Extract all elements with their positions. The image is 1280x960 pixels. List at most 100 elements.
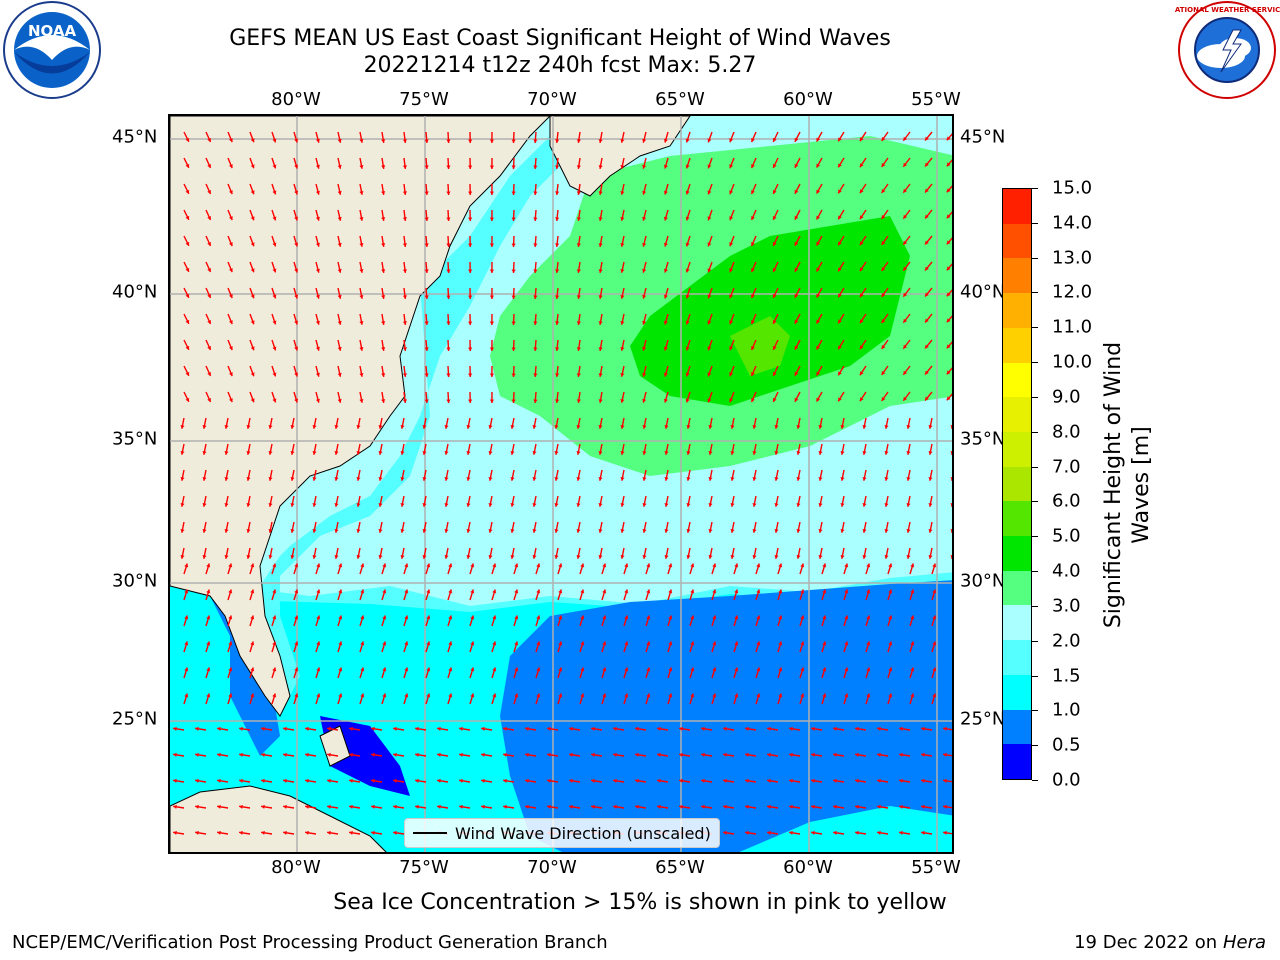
wave-arrow-head <box>620 503 625 507</box>
wave-arrow-head <box>794 371 799 376</box>
wave-arrow-head <box>202 451 207 455</box>
wave-arrow-head <box>881 396 886 401</box>
band-gulf-0.5-1m <box>170 586 280 756</box>
wave-arrow-head <box>866 667 871 672</box>
wave-arrow-head <box>422 451 427 455</box>
wave-arrow-head <box>928 425 933 429</box>
wave-arrow-head <box>446 373 451 377</box>
wave-arrow-head <box>903 344 908 349</box>
wave-arrow-head <box>554 477 559 481</box>
wave-arrow-head <box>576 373 581 377</box>
wave-arrow-head <box>283 778 287 783</box>
wave-arrow-head <box>685 268 690 273</box>
wave-arrow-head <box>794 267 799 272</box>
wave-arrow-head <box>642 398 647 403</box>
wave-arrow-head <box>424 347 429 351</box>
wave-arrow-head <box>903 318 908 323</box>
wave-arrow-head <box>466 425 471 429</box>
wave-arrow-head <box>624 563 629 568</box>
wave-arrow-head <box>337 242 342 247</box>
wave-arrow-head <box>855 804 859 809</box>
wave-arrow-head <box>334 451 339 455</box>
wave-arrow-head <box>261 726 265 731</box>
wave-arrow-head <box>734 615 739 620</box>
colorbar-tick-label: 8.0 <box>1052 421 1081 443</box>
wave-arrow-head <box>906 425 911 429</box>
wave-arrow-head <box>424 165 429 169</box>
wave-arrow-head <box>598 347 603 351</box>
wave-arrow-head <box>881 162 886 167</box>
wave-arrow-head <box>663 190 668 195</box>
wave-arrow-head <box>624 641 629 646</box>
wave-arrow-head <box>646 641 651 646</box>
wave-arrow-head <box>663 216 668 221</box>
colorbar-segment <box>1003 674 1031 710</box>
colorbar-tick-mark <box>1032 431 1038 433</box>
wave-arrow-head <box>360 693 365 698</box>
wave-arrow-head <box>246 503 251 507</box>
wave-arrow-head <box>906 477 911 481</box>
wave-arrow-head <box>881 318 886 323</box>
wave-arrow-head <box>470 615 475 620</box>
wave-arrow-head <box>707 190 712 195</box>
wave-arrow-head <box>305 830 309 835</box>
wave-arrow-head <box>580 615 585 620</box>
wave-arrow-head <box>180 425 185 429</box>
wave-arrow-head <box>444 503 449 507</box>
wave-arrow-head <box>184 667 189 672</box>
wave-arrow-head <box>642 138 647 143</box>
wave-arrow-head <box>946 214 951 219</box>
wave-arrow-head <box>489 347 494 351</box>
wave-arrow-head <box>448 589 453 594</box>
wave-arrow-head <box>207 268 212 273</box>
wave-arrow-head <box>712 589 717 594</box>
wave-arrow-head <box>928 503 933 507</box>
wave-arrow-head <box>635 726 639 731</box>
wave-arrow-head <box>620 451 625 455</box>
wave-arrow-head <box>272 190 277 195</box>
wave-arrow-head <box>338 693 343 698</box>
wave-arrow-head <box>794 293 799 298</box>
wave-arrow-head <box>424 373 429 377</box>
wave-arrow-head <box>862 425 867 429</box>
wave-arrow-head <box>598 321 603 325</box>
wave-arrow-head <box>862 477 867 481</box>
wave-arrow <box>951 476 952 481</box>
wave-arrow-head <box>598 295 603 299</box>
wave-arrow-head <box>360 589 365 594</box>
wave-arrow-head <box>772 189 777 194</box>
wave-arrow-head <box>470 589 475 594</box>
wave-arrow-head <box>426 615 431 620</box>
wave-arrow-head <box>202 555 207 559</box>
wave-arrow-head <box>576 165 581 169</box>
colorbar-tick-label: 13.0 <box>1052 247 1093 269</box>
wave-arrow-head <box>772 215 777 220</box>
wave-arrow-head <box>767 752 771 757</box>
wave-arrow-head <box>751 294 755 299</box>
colorbar-segment <box>1003 501 1031 537</box>
wave-arrow-head <box>884 477 889 481</box>
wave-arrow-head <box>283 752 287 757</box>
wave-arrow-head <box>598 399 603 403</box>
wave-arrow-head <box>555 139 560 143</box>
wave-arrow-head <box>382 589 387 594</box>
wave-arrow-head <box>334 529 339 533</box>
wave-arrow-head <box>488 529 493 533</box>
wave-arrow-head <box>468 321 473 325</box>
wave-arrow-head <box>514 615 519 620</box>
wave-arrow-head <box>712 641 717 646</box>
wave-arrow-head <box>356 555 361 559</box>
wave-arrow-head <box>668 589 673 594</box>
wave-arrow-head <box>613 804 617 809</box>
wave-arrow-head <box>686 555 691 559</box>
wave-arrow-head <box>294 164 299 169</box>
colorbar-segment <box>1003 536 1031 571</box>
wave-arrow-head <box>337 372 342 377</box>
wave-arrow-head <box>185 163 190 168</box>
wave-arrow-head <box>816 293 821 298</box>
wave-arrow-head <box>576 399 581 403</box>
wave-arrow-head <box>946 136 951 141</box>
wave-arrow-head <box>899 830 903 835</box>
wave-arrow-head <box>668 563 673 568</box>
wave-arrow-head <box>767 830 771 835</box>
